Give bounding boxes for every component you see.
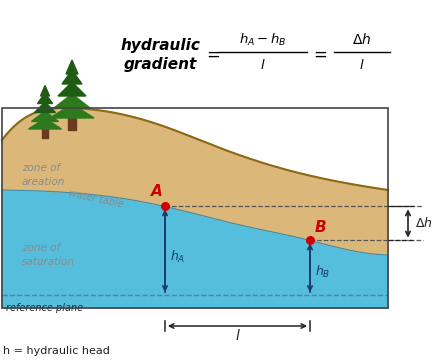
Text: $\Delta h$: $\Delta h$ xyxy=(415,217,433,230)
Polygon shape xyxy=(68,118,76,130)
Text: reference plane: reference plane xyxy=(6,303,83,313)
Text: water table: water table xyxy=(68,189,125,210)
Bar xyxy=(2,108,388,308)
Text: h = hydraulic head: h = hydraulic head xyxy=(3,346,110,356)
Text: A: A xyxy=(151,185,163,199)
Text: zone of
saturation: zone of saturation xyxy=(22,243,75,267)
Polygon shape xyxy=(50,104,94,118)
Text: $h_A - h_B$: $h_A - h_B$ xyxy=(239,32,287,48)
Text: $h_B$: $h_B$ xyxy=(315,264,330,280)
Text: =: = xyxy=(206,46,220,64)
Polygon shape xyxy=(37,93,53,103)
Text: B: B xyxy=(314,221,326,236)
Polygon shape xyxy=(66,60,78,74)
Polygon shape xyxy=(32,111,59,122)
Polygon shape xyxy=(58,82,86,96)
Text: $l$: $l$ xyxy=(359,58,365,72)
Polygon shape xyxy=(62,70,82,84)
Text: $\it{l}$: $\it{l}$ xyxy=(235,328,240,343)
Text: hydraulic
gradient: hydraulic gradient xyxy=(120,38,200,72)
Polygon shape xyxy=(40,86,49,96)
Polygon shape xyxy=(54,94,90,108)
Polygon shape xyxy=(2,190,388,308)
Polygon shape xyxy=(2,108,388,255)
Polygon shape xyxy=(42,129,48,138)
Text: =: = xyxy=(313,46,327,64)
Polygon shape xyxy=(34,102,56,112)
Text: zone of
areation: zone of areation xyxy=(22,163,66,187)
Text: $h_A$: $h_A$ xyxy=(170,249,185,265)
Text: $l$: $l$ xyxy=(260,58,266,72)
Text: $\Delta h$: $\Delta h$ xyxy=(352,32,372,47)
Polygon shape xyxy=(29,119,62,129)
